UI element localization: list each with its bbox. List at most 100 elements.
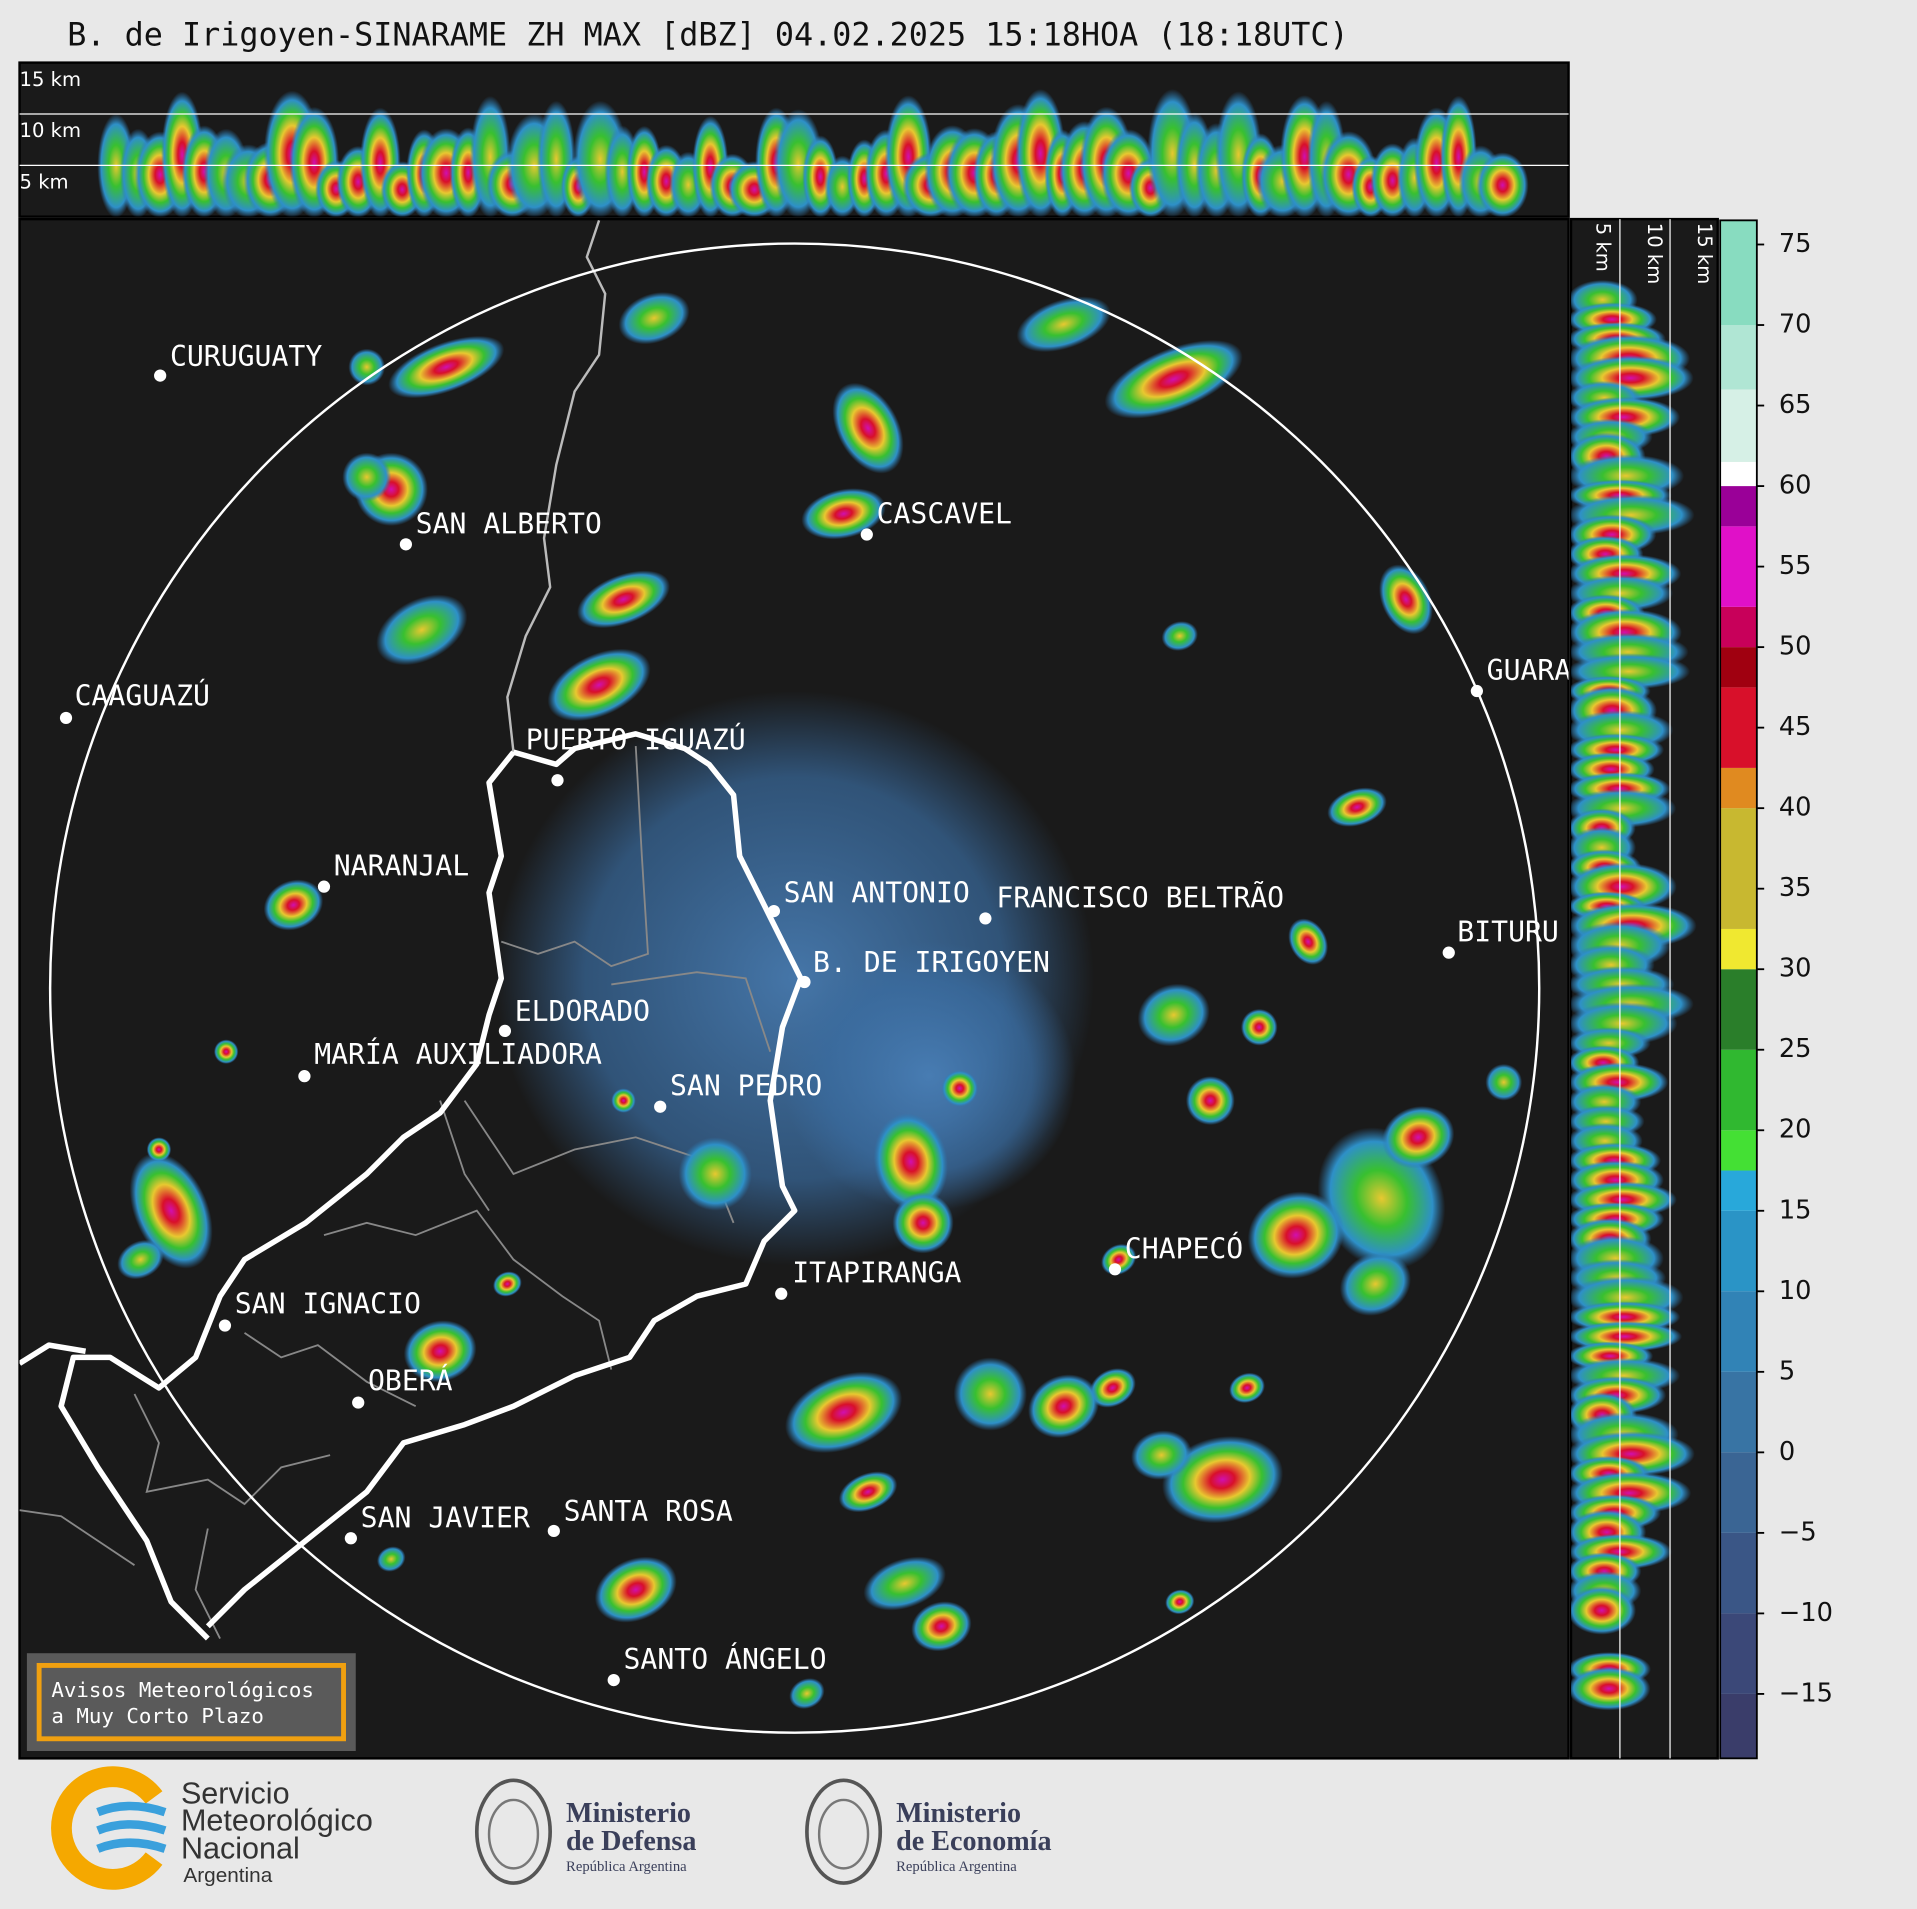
- radar-echo: [1571, 1586, 1637, 1635]
- height-label: 15 km: [1693, 223, 1716, 284]
- radar-echo: [376, 594, 468, 666]
- city-label: BITURU: [1457, 916, 1559, 949]
- title: B. de Irigoyen-SINARAME ZH MAX [dBZ] 04.…: [67, 18, 1348, 54]
- radar-echo: [953, 1357, 1027, 1431]
- city-label: ELDORADO: [515, 995, 650, 1028]
- colorbar-band: [1720, 220, 1757, 326]
- colorbar-tick-label: 5: [1779, 1356, 1795, 1386]
- radar-echo: [1240, 1008, 1278, 1046]
- city-label: SANTO ÁNGELO: [624, 1642, 827, 1676]
- logo-arc: [51, 1766, 163, 1890]
- colorbar-tick-label: 10: [1779, 1276, 1812, 1306]
- map-echoes: [117, 291, 1523, 1710]
- colorbar-frame: [1719, 219, 1758, 1760]
- colorbar-band: [1720, 1210, 1757, 1292]
- notice-frame: [36, 1662, 346, 1742]
- colorbar-band: [1720, 325, 1757, 390]
- city-label: FRANCISCO BELTRÃO: [996, 881, 1284, 914]
- footer-text: República Argentina: [896, 1859, 1017, 1875]
- radar-echo: [1327, 787, 1387, 827]
- colorbar-tick-label: 30: [1779, 954, 1812, 984]
- colorbar-tick-label: 75: [1779, 229, 1812, 259]
- top-echoes: [97, 89, 1529, 217]
- city-marker: [1442, 946, 1455, 959]
- radar-echo: [263, 879, 324, 931]
- height-label: 15 km: [20, 68, 81, 91]
- radar-echo: [1382, 1106, 1455, 1169]
- city-marker: [775, 1287, 788, 1300]
- city-marker: [798, 975, 811, 989]
- radar-echo: [1016, 296, 1111, 353]
- city-marker: [654, 1100, 667, 1113]
- radar-echo: [1485, 1063, 1523, 1101]
- radar-echo: [1161, 621, 1198, 651]
- notice-text: Avisos Meteorológicos: [51, 1678, 314, 1702]
- footer-text: Meteorológico: [181, 1803, 373, 1837]
- colorbar-tick-label: −5: [1779, 1517, 1817, 1547]
- height-label: 5 km: [20, 171, 69, 194]
- radar-echo: [1339, 1252, 1411, 1316]
- radar-echo: [1288, 918, 1329, 965]
- colorbar-band: [1720, 969, 1757, 1050]
- colorbar-band: [1720, 1170, 1757, 1211]
- radar-echo: [785, 1371, 903, 1454]
- height-label: 10 km: [1643, 223, 1666, 284]
- city-label: B. DE IRIGOYEN: [813, 946, 1050, 979]
- colorbar-band: [1720, 928, 1757, 970]
- colorbar-band: [1720, 767, 1757, 809]
- colorbar-band: [1720, 808, 1757, 929]
- radar-echo: [577, 570, 670, 629]
- city-marker: [1108, 1263, 1122, 1276]
- colorbar-tick-label: 20: [1779, 1115, 1812, 1145]
- colorbar-band: [1720, 1532, 1757, 1614]
- radar-echo: [348, 348, 386, 386]
- city-marker: [498, 1024, 512, 1038]
- footer-text: Argentina: [183, 1864, 272, 1887]
- radar-echo: [213, 1039, 239, 1064]
- city-marker: [399, 538, 413, 551]
- notice-text: a Muy Corto Plazo: [51, 1704, 264, 1728]
- radar-echo: [941, 1070, 979, 1107]
- footer-text: de Economía: [896, 1826, 1051, 1857]
- city-marker: [59, 711, 73, 725]
- colorbar-band: [1720, 1371, 1757, 1453]
- radar-echo: [678, 1137, 752, 1211]
- city-marker: [767, 904, 781, 918]
- radar-echo: [838, 1471, 898, 1513]
- radar-echo: [1131, 1430, 1192, 1480]
- radar-echo: [388, 335, 505, 399]
- ground-clutter: [782, 941, 1076, 1211]
- city-marker: [551, 774, 564, 787]
- colorbar-tick-label: 40: [1779, 793, 1812, 823]
- height-label: 5 km: [1592, 223, 1615, 272]
- colorbar-band: [1720, 606, 1757, 648]
- colorbar-tick-label: 60: [1779, 471, 1812, 501]
- footer-text: de Defensa: [566, 1826, 696, 1857]
- notice-box[interactable]: [26, 1653, 356, 1752]
- city-label: CURUGUATY: [170, 340, 322, 373]
- radar-echo: [1028, 1374, 1100, 1439]
- colorbar-band: [1720, 1452, 1757, 1533]
- city-label: ITAPIRANGA: [792, 1257, 961, 1290]
- radar-echo: [493, 1271, 522, 1297]
- map-layer: CURUGUATY SAN ALBERTO CAAGUAZÚ PUERTO IGUAZ…: [19, 219, 1572, 1734]
- colorbar-band: [1720, 1693, 1757, 1759]
- colorbar-band: [1720, 647, 1757, 688]
- radar-echo: [376, 1546, 406, 1572]
- radar-echo: [789, 1678, 825, 1710]
- colorbar-band: [1720, 461, 1757, 487]
- radar-echo: [1247, 1191, 1345, 1279]
- radar-echo: [1476, 152, 1529, 217]
- city-label: PUERTO IGUAZÚ: [526, 723, 746, 757]
- radar-echo: [618, 291, 690, 345]
- colorbar-tick-label: 45: [1779, 712, 1812, 742]
- coat-of-arms: [817, 1798, 870, 1870]
- city-marker: [352, 1396, 365, 1409]
- footer-text: República Argentina: [566, 1859, 687, 1875]
- radar-echo: [1089, 1368, 1136, 1408]
- river: [506, 219, 607, 753]
- city-marker: [1470, 684, 1483, 698]
- colorbar-tick-label: −10: [1779, 1598, 1833, 1628]
- city-label: GUARA: [1487, 654, 1572, 687]
